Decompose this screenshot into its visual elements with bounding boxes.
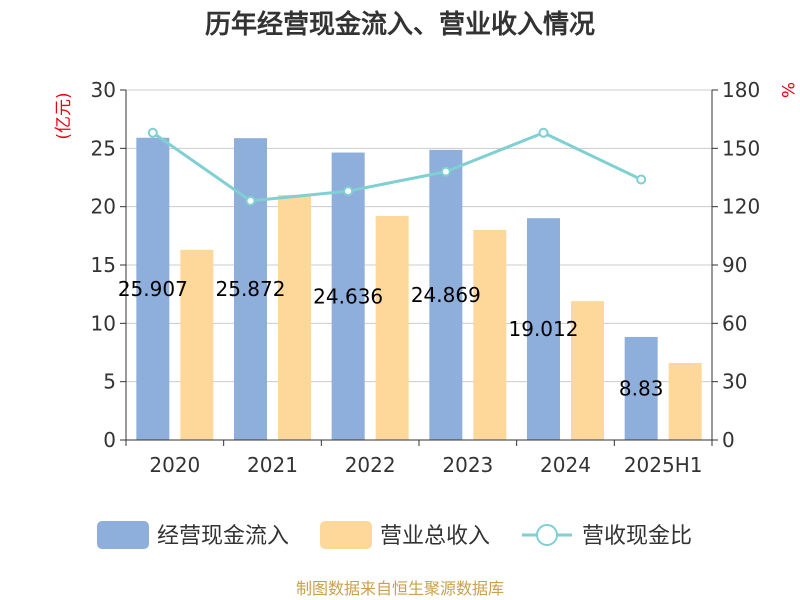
left-axis-tick-label: 30 xyxy=(91,78,116,102)
bar-revenue xyxy=(180,249,214,440)
bar-cash-inflow xyxy=(624,336,658,440)
right-axis-tick-label: 30 xyxy=(722,370,747,394)
bar-cash-inflow xyxy=(527,218,560,440)
x-axis-tick-label: 2023 xyxy=(442,453,493,477)
bar-cash-inflow xyxy=(234,138,267,440)
right-axis-tick-label: 0 xyxy=(722,428,735,452)
ratio-point xyxy=(245,195,256,206)
right-axis-tick-label: 150 xyxy=(722,136,760,160)
ratio-point xyxy=(440,166,451,177)
bar-cash-inflow xyxy=(136,137,170,441)
bar-revenue xyxy=(668,363,702,440)
legend-label-ratio: 营收现金比 xyxy=(582,524,692,549)
legend-swatch-cash-inflow xyxy=(97,521,149,549)
left-axis-tick-label: 5 xyxy=(103,370,116,394)
right-axis-tick-label: 60 xyxy=(722,311,747,335)
ratio-point xyxy=(343,186,354,197)
bar-cash-inflow xyxy=(331,152,365,440)
bar-revenue xyxy=(375,216,409,440)
data-label-cash-inflow: 25.907 xyxy=(118,277,188,301)
data-label-cash-inflow: 8.83 xyxy=(619,376,664,400)
bar-revenue xyxy=(571,301,604,440)
right-axis-tick-label: 180 xyxy=(722,78,760,102)
chart-title: 历年经营现金流入、营业收入情况 xyxy=(205,9,595,40)
x-axis-tick-label: 2022 xyxy=(345,453,396,477)
ratio-point xyxy=(636,174,647,185)
data-label-cash-inflow: 24.869 xyxy=(411,283,481,307)
left-axis-tick-label: 25 xyxy=(91,136,116,160)
left-axis-unit: (亿元) xyxy=(54,92,74,139)
left-axis-tick-label: 10 xyxy=(91,311,116,335)
bars xyxy=(136,137,702,441)
bar-revenue xyxy=(473,230,507,440)
ratio-line xyxy=(151,131,642,203)
bar-cash-inflow xyxy=(429,149,463,440)
data-label-cash-inflow: 19.012 xyxy=(509,317,579,341)
right-axis-tick-label: 120 xyxy=(722,195,760,219)
source-note: 制图数据来自恒生聚源数据库 xyxy=(296,579,504,598)
ratio-point xyxy=(147,127,158,138)
legend-swatch-revenue xyxy=(320,521,372,549)
ratio-line-layer xyxy=(147,127,647,206)
left-axis-tick-label: 0 xyxy=(103,428,116,452)
right-axis-unit: % xyxy=(777,82,797,98)
left-axis-tick-label: 15 xyxy=(91,253,116,277)
data-label-cash-inflow: 24.636 xyxy=(313,284,383,308)
legend: 经营现金流入 营业总收入 营收现金比 xyxy=(97,521,692,549)
x-axis-tick-label: 2021 xyxy=(247,453,298,477)
gridlines xyxy=(126,89,712,383)
x-axis-tick-label: 2024 xyxy=(540,453,591,477)
legend-label-cash-inflow: 经营现金流入 xyxy=(157,524,289,549)
right-axis-tick-label: 90 xyxy=(722,253,747,277)
x-axis-tick-label: 2020 xyxy=(149,453,200,477)
x-axis-tick-label: 2025H1 xyxy=(624,453,703,477)
bar-revenue xyxy=(278,195,311,440)
data-labels: 25.907 25.872 24.636 24.869 19.012 8.83 xyxy=(118,277,664,401)
axes: 0 0 5 30 10 60 15 90 20 120 25 150 30 180 2020 2021 2022… xyxy=(91,78,761,477)
legend-label-revenue: 营业总收入 xyxy=(380,524,490,549)
data-label-cash-inflow: 25.872 xyxy=(216,277,286,301)
ratio-point xyxy=(538,127,549,138)
legend-marker-ratio xyxy=(536,524,558,546)
left-axis-tick-label: 20 xyxy=(91,195,116,219)
